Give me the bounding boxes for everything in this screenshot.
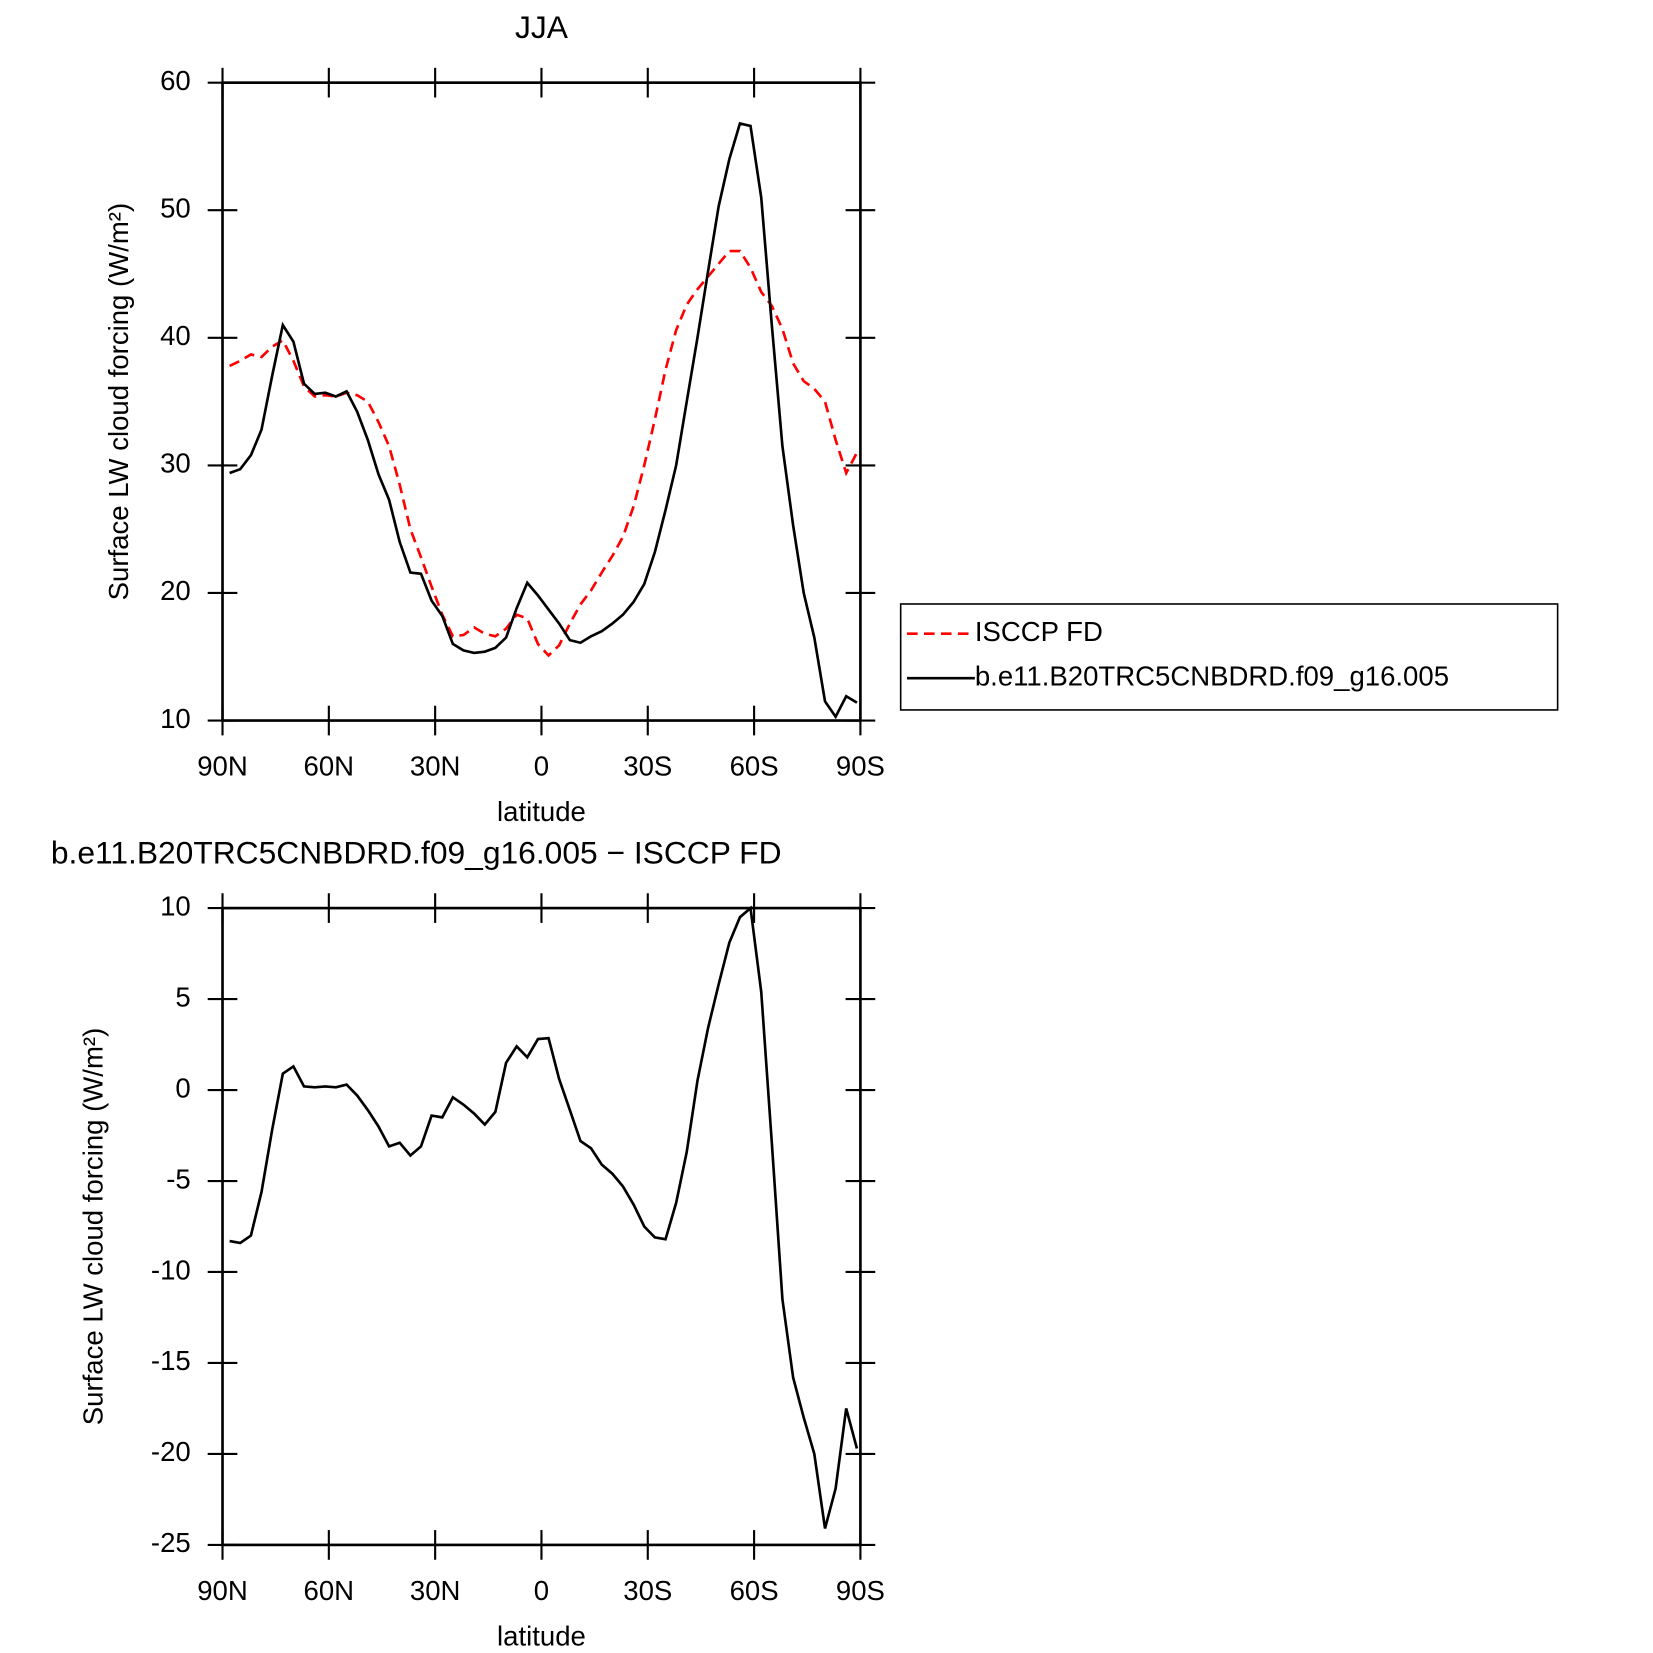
- x-tick-label: 30S: [623, 1575, 672, 1606]
- plot-frame: [221, 906, 862, 1547]
- x-tick-label: 60N: [304, 751, 355, 782]
- x-tick-label: 30N: [410, 1575, 461, 1606]
- x-tick-label: 60S: [730, 1575, 779, 1606]
- y-axis-label: Surface LW cloud forcing (W/m²): [78, 1028, 109, 1425]
- x-tick-label: 90N: [197, 1575, 248, 1606]
- y-tick-label: -10: [151, 1254, 191, 1285]
- y-tick-label: -20: [151, 1436, 191, 1467]
- x-tick-label: 60N: [304, 1575, 355, 1606]
- y-tick-label: 10: [160, 703, 191, 734]
- x-tick-label: 90N: [197, 751, 248, 782]
- y-tick-label: 30: [160, 448, 191, 479]
- y-tick-label: -25: [151, 1527, 191, 1558]
- x-tick-label: 0: [534, 751, 549, 782]
- y-tick-label: -5: [166, 1163, 191, 1194]
- y-tick-label: 20: [160, 575, 191, 606]
- x-tick-label: 30S: [623, 751, 672, 782]
- y-tick-label: 5: [175, 981, 190, 1012]
- data-line: [229, 121, 858, 720]
- y-tick-label: 60: [160, 65, 191, 96]
- x-tick-label: 60S: [730, 751, 779, 782]
- x-axis-label: latitude: [497, 1620, 586, 1651]
- legend-label: ISCCP FD: [975, 616, 1103, 647]
- data-line: [229, 905, 859, 1529]
- y-tick-label: 40: [160, 320, 191, 351]
- y-tick-label: 50: [160, 193, 191, 224]
- x-tick-label: 30N: [410, 751, 461, 782]
- y-tick-label: -15: [151, 1345, 191, 1376]
- x-tick-label: 90S: [836, 1575, 885, 1606]
- y-axis-label: Surface LW cloud forcing (W/m²): [103, 203, 134, 600]
- legend-box: [899, 603, 1559, 711]
- x-tick-label: 90S: [836, 751, 885, 782]
- data-line: [229, 249, 859, 658]
- legend-label: b.e11.B20TRC5CNBDRD.f09_g16.005: [975, 660, 1449, 691]
- y-tick-label: 0: [175, 1072, 190, 1103]
- x-axis-label: latitude: [497, 796, 586, 827]
- x-tick-label: 0: [534, 1575, 549, 1606]
- chart-title: JJA: [515, 9, 569, 45]
- plot-frame: [221, 81, 862, 722]
- chart-title: b.e11.B20TRC5CNBDRD.f09_g16.005 − ISCCP …: [51, 835, 782, 871]
- y-tick-label: 10: [160, 890, 191, 921]
